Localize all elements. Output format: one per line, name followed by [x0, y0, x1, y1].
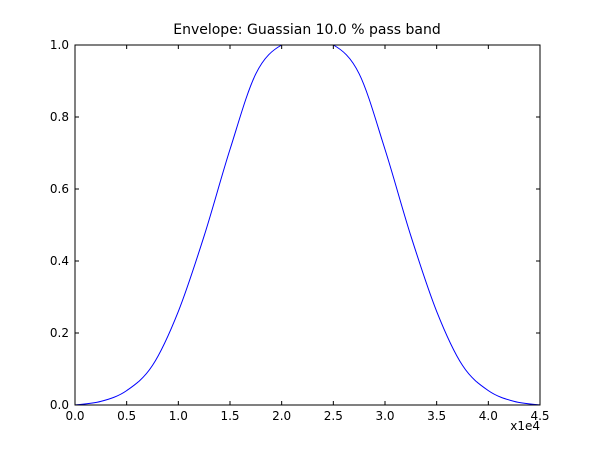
x-tick-label: 2.5 [324, 409, 343, 423]
x-tick-label: 3.0 [375, 409, 394, 423]
x-tick-label: 4.0 [479, 409, 498, 423]
y-tick-label: 0.6 [50, 182, 69, 196]
x-tick-label: 0.0 [65, 409, 84, 423]
chart-title: Envelope: Guassian 10.0 % pass band [173, 22, 441, 38]
y-tick-label: 0.0 [50, 398, 69, 412]
y-tick-label: 0.8 [50, 110, 69, 124]
plot-area [74, 44, 541, 406]
axis-ticks [74, 44, 541, 406]
axis-tick-labels: 0.0 0.5 1.0 1.5 2.0 2.5 3.0 3.5 4.0 4.5 0.0 0.2 0.4 0… [50, 38, 550, 423]
x-axis-offset-label: x1e4 [510, 419, 540, 433]
x-tick-label: 1.0 [169, 409, 188, 423]
y-tick-label: 0.2 [50, 326, 69, 340]
x-tick-label: 3.5 [427, 409, 446, 423]
x-tick-label: 2.0 [272, 409, 291, 423]
x-tick-label: 1.5 [220, 409, 239, 423]
plot-frame [74, 44, 541, 406]
x-tick-label: 0.5 [117, 409, 136, 423]
y-tick-label: 1.0 [50, 38, 69, 52]
series-line-0 [74, 44, 541, 406]
x-tick-label: 4.5 [530, 409, 549, 423]
y-tick-label: 0.4 [50, 254, 69, 268]
